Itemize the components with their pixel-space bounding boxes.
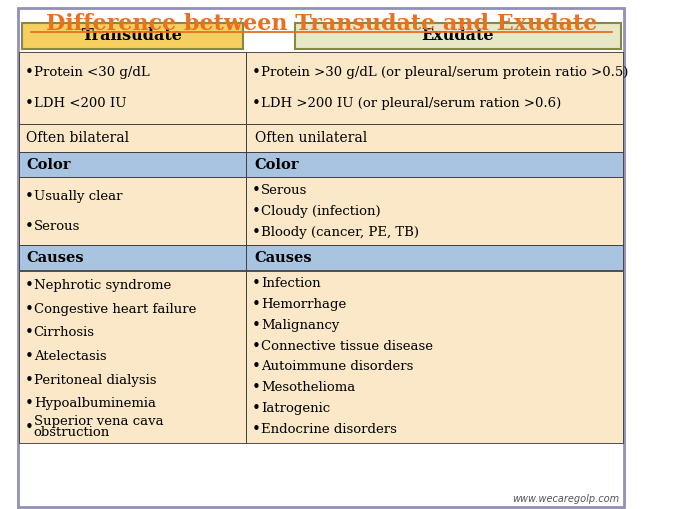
FancyBboxPatch shape (22, 23, 243, 49)
Text: LDH >200 IU (or pleural/serum ration >0.6): LDH >200 IU (or pleural/serum ration >0.… (261, 97, 561, 110)
Text: Often bilateral: Often bilateral (27, 131, 130, 145)
Bar (246, 270, 624, 442)
Text: •: • (252, 183, 261, 199)
Text: Transudate: Transudate (82, 27, 183, 44)
Bar (246, 52, 624, 124)
Text: Often unilateral: Often unilateral (255, 131, 367, 145)
Text: obstruction: obstruction (33, 426, 110, 439)
Text: Serous: Serous (261, 184, 307, 197)
Text: •: • (252, 65, 261, 80)
Text: Difference between Transudate and Exudate: Difference between Transudate and Exudat… (46, 13, 597, 35)
Text: Usually clear: Usually clear (33, 190, 122, 203)
Text: Serous: Serous (33, 220, 80, 233)
Bar (19, 245, 246, 270)
Text: Infection: Infection (261, 277, 321, 291)
Text: Connective tissue disease: Connective tissue disease (261, 340, 433, 353)
Text: Iatrogenic: Iatrogenic (261, 402, 331, 415)
Text: •: • (25, 96, 33, 111)
Text: Hypoalbuminemia: Hypoalbuminemia (33, 397, 156, 410)
Text: •: • (252, 224, 261, 240)
Text: Congestive heart failure: Congestive heart failure (33, 303, 196, 316)
Text: Superior vena cava: Superior vena cava (33, 415, 163, 428)
Text: •: • (25, 325, 33, 341)
Bar (19, 178, 246, 245)
Text: Malignancy: Malignancy (261, 319, 339, 332)
Text: Cirrhosis: Cirrhosis (33, 326, 95, 340)
Text: Peritoneal dialysis: Peritoneal dialysis (33, 374, 156, 386)
Bar (19, 52, 246, 124)
Text: •: • (25, 219, 33, 234)
Text: •: • (252, 297, 261, 312)
Bar (246, 124, 624, 153)
Text: •: • (25, 278, 33, 293)
Text: •: • (252, 380, 261, 395)
Text: Exudate: Exudate (421, 27, 494, 44)
Text: Protein <30 g/dL: Protein <30 g/dL (33, 66, 150, 79)
Bar (246, 178, 624, 245)
Text: •: • (25, 373, 33, 387)
Text: Causes: Causes (27, 251, 84, 265)
Text: •: • (252, 318, 261, 333)
Text: Bloody (cancer, PE, TB): Bloody (cancer, PE, TB) (261, 225, 419, 239)
Text: www.wecaregolp.com: www.wecaregolp.com (513, 494, 619, 504)
FancyBboxPatch shape (295, 23, 621, 49)
Text: Hemorrhage: Hemorrhage (261, 298, 346, 311)
Text: •: • (25, 65, 33, 80)
Text: Protein >30 g/dL (or pleural/serum protein ratio >0.5): Protein >30 g/dL (or pleural/serum prote… (261, 66, 628, 79)
Text: Color: Color (27, 158, 71, 172)
Text: •: • (25, 396, 33, 411)
Text: •: • (252, 359, 261, 374)
Text: Endocrine disorders: Endocrine disorders (261, 422, 397, 436)
Text: Cloudy (infection): Cloudy (infection) (261, 205, 381, 218)
Text: •: • (25, 302, 33, 317)
Bar (19, 270, 246, 442)
Text: •: • (252, 204, 261, 219)
Text: •: • (252, 338, 261, 354)
Bar (246, 153, 624, 178)
Text: •: • (25, 189, 33, 204)
Text: Causes: Causes (255, 251, 312, 265)
Text: •: • (252, 401, 261, 416)
Text: •: • (25, 420, 33, 435)
Text: Color: Color (255, 158, 299, 172)
Text: •: • (25, 349, 33, 364)
Bar (19, 153, 246, 178)
Text: Atelectasis: Atelectasis (33, 350, 107, 363)
Text: •: • (252, 421, 261, 437)
Bar (19, 124, 246, 153)
Text: •: • (252, 96, 261, 111)
Text: Autoimmune disorders: Autoimmune disorders (261, 360, 414, 374)
Text: Nephrotic syndrome: Nephrotic syndrome (33, 279, 171, 292)
Text: LDH <200 IU: LDH <200 IU (33, 97, 126, 110)
Text: •: • (252, 276, 261, 292)
Text: Mesothelioma: Mesothelioma (261, 381, 355, 394)
Bar (246, 245, 624, 270)
